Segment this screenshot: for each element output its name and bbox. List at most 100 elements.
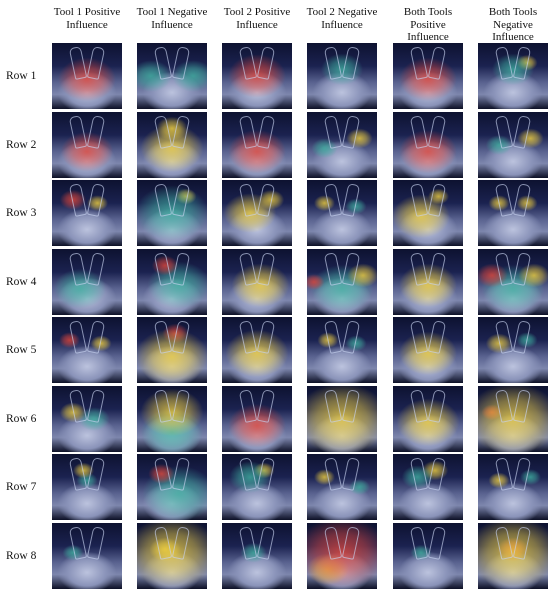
- heat-overlay: [222, 43, 292, 109]
- column-header-3: Tool 2 Positive Influence: [215, 6, 299, 31]
- heat-overlay: [137, 522, 207, 589]
- row-label-2: Row 2: [6, 138, 37, 151]
- heat-overlay: [222, 454, 292, 520]
- heatmap-cell-r8-c1: [52, 522, 122, 589]
- heatmap-cell-r7-c4: [307, 454, 377, 520]
- row-label-5: Row 5: [6, 344, 37, 356]
- heat-overlay: [137, 111, 207, 178]
- heatmap-cell-r2-c6: [478, 111, 548, 178]
- heatmap-cell-r6-c5: [393, 385, 463, 452]
- heatmap-cell-r5-c5: [393, 317, 463, 383]
- heatmap-cell-r8-c3: [222, 522, 292, 589]
- heat-overlay: [52, 111, 122, 178]
- heat-overlay: [137, 454, 207, 520]
- heat-overlay: [307, 522, 377, 589]
- heat-overlay: [393, 317, 463, 383]
- heat-overlay: [393, 43, 463, 109]
- heat-overlay: [137, 385, 207, 452]
- heat-overlay: [52, 522, 122, 589]
- heat-overlay: [52, 385, 122, 452]
- column-header-line: Influence: [66, 18, 108, 31]
- heat-overlay: [137, 317, 207, 383]
- column-header-line: Tool 2 Positive: [223, 6, 291, 18]
- heatmap-cell-r6-c1: [52, 385, 122, 452]
- heatmap-cell-r6-c6: [478, 385, 548, 452]
- heat-overlay: [137, 248, 207, 315]
- heatmap-cell-r8-c5: [393, 522, 463, 589]
- heatmap-cell-r6-c2: [137, 385, 207, 452]
- heatmap-cell-r3-c1: [52, 180, 122, 246]
- heat-overlay: [393, 385, 463, 452]
- heat-overlay: [478, 43, 548, 109]
- heatmap-cell-r3-c2: [137, 180, 207, 246]
- heat-overlay: [52, 454, 122, 520]
- heat-overlay: [222, 111, 292, 178]
- heatmap-cell-r1-c3: [222, 43, 292, 109]
- heat-overlay: [478, 454, 548, 520]
- column-header-line: Tool 1 Positive: [53, 6, 121, 18]
- column-header-line: Positive: [410, 18, 446, 31]
- heatmap-cell-r8-c6: [478, 522, 548, 589]
- heat-overlay: [478, 180, 548, 246]
- heatmap-cell-r7-c6: [478, 454, 548, 520]
- row-label-1: Row 1: [6, 70, 37, 82]
- heat-overlay: [478, 111, 548, 178]
- column-header-line: Influence: [151, 18, 193, 31]
- heat-overlay: [307, 43, 377, 109]
- heat-overlay: [307, 180, 377, 246]
- column-header-line: Influence: [407, 31, 449, 43]
- heatmap-cell-r5-c2: [137, 317, 207, 383]
- column-header-1: Tool 1 Positive Influence: [45, 6, 129, 31]
- heatmap-cell-r4-c3: [222, 248, 292, 315]
- heat-overlay: [307, 317, 377, 383]
- heat-overlay: [393, 111, 463, 178]
- heatmap-cell-r7-c3: [222, 454, 292, 520]
- heat-overlay: [52, 43, 122, 109]
- heatmap-cell-r4-c4: [307, 248, 377, 315]
- heatmap-cell-r1-c2: [137, 43, 207, 109]
- heatmap-cell-r4-c6: [478, 248, 548, 315]
- heat-overlay: [222, 385, 292, 452]
- heat-overlay: [478, 385, 548, 452]
- heatmap-cell-r3-c3: [222, 180, 292, 246]
- heatmap-cell-r5-c6: [478, 317, 548, 383]
- column-header-line: Both Tools: [488, 6, 538, 18]
- heatmap-cell-r2-c2: [137, 111, 207, 178]
- heat-overlay: [478, 522, 548, 589]
- heat-overlay: [393, 248, 463, 315]
- heat-overlay: [393, 454, 463, 520]
- row-label-4: Row 4: [6, 275, 37, 288]
- column-header-5: Both Tools Positive Influence: [386, 6, 470, 44]
- heat-overlay: [52, 248, 122, 315]
- heatmap-cell-r1-c4: [307, 43, 377, 109]
- heat-overlay: [52, 180, 122, 246]
- heatmap-cell-r5-c3: [222, 317, 292, 383]
- row-label-7: Row 7: [6, 481, 37, 493]
- heatmap-cell-r3-c6: [478, 180, 548, 246]
- heatmap-cell-r8-c4: [307, 522, 377, 589]
- heatmap-cell-r4-c2: [137, 248, 207, 315]
- column-header-2: Tool 1 Negative Influence: [130, 6, 214, 31]
- heatmap-cell-r6-c3: [222, 385, 292, 452]
- heat-overlay: [478, 248, 548, 315]
- heatmap-cell-r1-c1: [52, 43, 122, 109]
- column-header-line: Tool 2 Negative: [306, 6, 378, 18]
- heatmap-cell-r1-c6: [478, 43, 548, 109]
- column-header-line: Tool 1 Negative: [136, 6, 208, 18]
- column-header-line: Influence: [492, 31, 534, 43]
- heatmap-cell-r5-c1: [52, 317, 122, 383]
- column-header-6: Both Tools Negative Influence: [471, 6, 550, 44]
- heatmap-cell-r7-c1: [52, 454, 122, 520]
- column-header-4: Tool 2 Negative Influence: [300, 6, 384, 31]
- heatmap-cell-r3-c5: [393, 180, 463, 246]
- heat-overlay: [137, 43, 207, 109]
- heat-overlay: [222, 180, 292, 246]
- heat-overlay: [393, 180, 463, 246]
- heat-overlay: [393, 522, 463, 589]
- heatmap-cell-r2-c4: [307, 111, 377, 178]
- heatmap-cell-r2-c3: [222, 111, 292, 178]
- column-header-line: Influence: [236, 18, 278, 31]
- row-label-6: Row 6: [6, 412, 37, 425]
- heat-overlay: [222, 317, 292, 383]
- heatmap-cell-r1-c5: [393, 43, 463, 109]
